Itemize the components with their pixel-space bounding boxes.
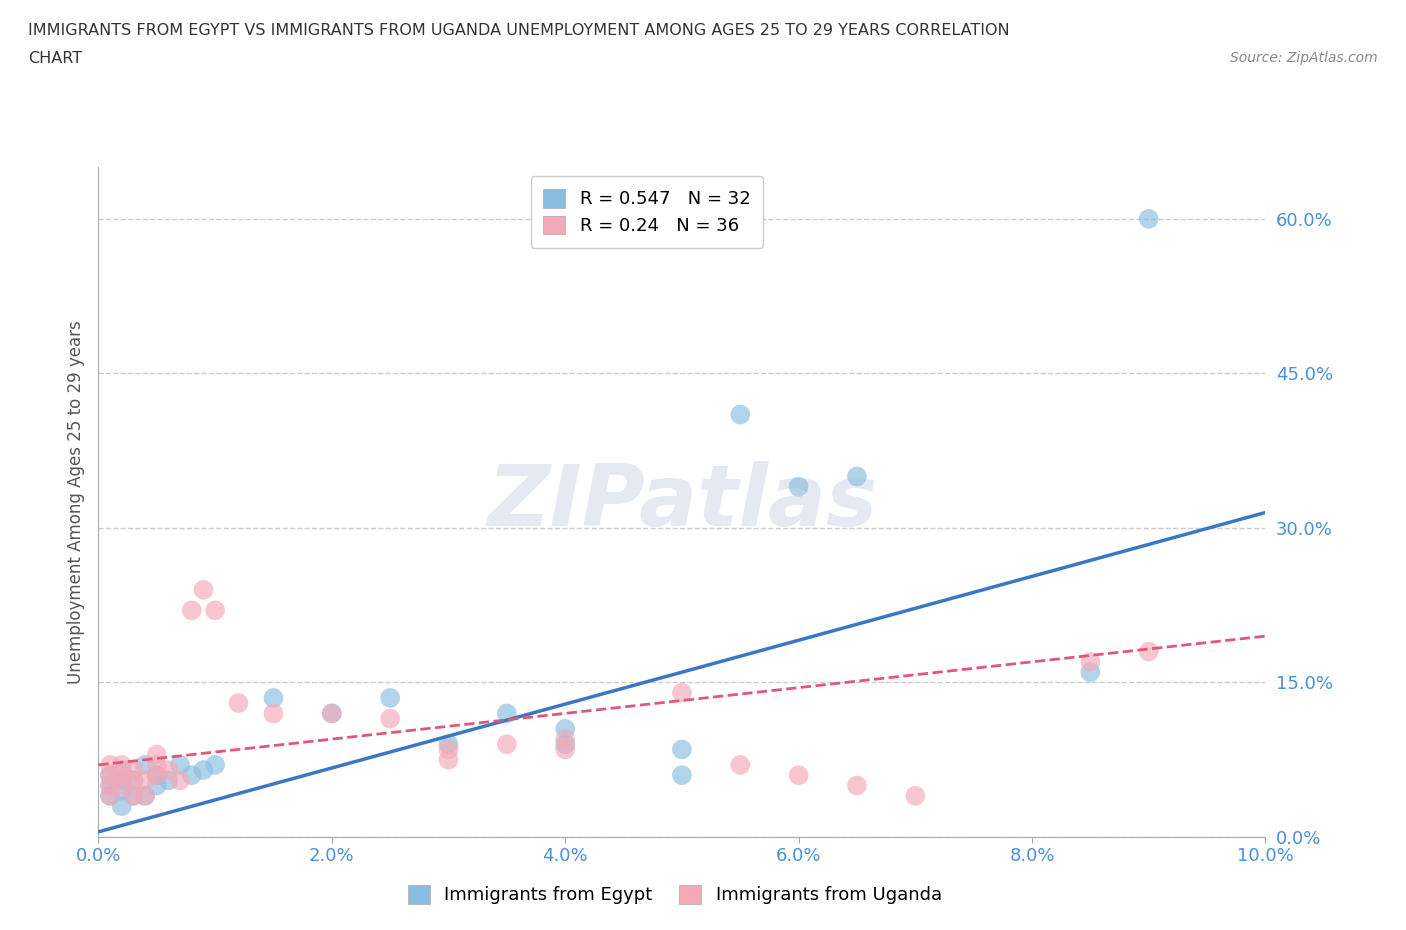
Legend: Immigrants from Egypt, Immigrants from Uganda: Immigrants from Egypt, Immigrants from U… (401, 878, 949, 911)
Point (98, 789, 121, 804)
Point (671, 768, 693, 783)
Point (122, 763, 145, 777)
Point (554, 737, 576, 751)
Text: ZIPatlas: ZIPatlas (486, 460, 877, 544)
Point (193, 582, 215, 597)
Point (134, 789, 156, 804)
Point (111, 773, 134, 788)
Point (169, 773, 191, 788)
Point (180, 768, 202, 783)
Text: CHART: CHART (28, 51, 82, 66)
Point (437, 752, 460, 767)
Legend: R = 0.547   N = 32, R = 0.24   N = 36: R = 0.547 N = 32, R = 0.24 N = 36 (531, 177, 763, 247)
Point (437, 742, 460, 757)
Point (98, 789, 121, 804)
Point (122, 789, 145, 804)
Point (134, 757, 156, 772)
Point (728, 407, 751, 422)
Point (262, 690, 284, 705)
Point (157, 773, 180, 788)
Point (111, 763, 134, 777)
Point (111, 799, 134, 814)
Point (1137, 644, 1160, 659)
Point (111, 783, 134, 798)
Point (180, 603, 202, 618)
Point (146, 747, 169, 762)
Point (146, 757, 169, 772)
Y-axis label: Unemployment Among Ages 25 to 29 years: Unemployment Among Ages 25 to 29 years (66, 320, 84, 684)
Point (169, 757, 191, 772)
Point (378, 711, 402, 726)
Point (98, 768, 121, 783)
Point (193, 763, 215, 777)
Point (122, 773, 145, 788)
Point (146, 768, 169, 783)
Point (122, 789, 145, 804)
Point (437, 737, 460, 751)
Point (554, 722, 576, 737)
Point (1080, 665, 1102, 680)
Point (671, 685, 693, 700)
Point (554, 732, 576, 747)
Point (98, 757, 121, 772)
Point (134, 789, 156, 804)
Point (321, 706, 343, 721)
Point (378, 690, 402, 705)
Point (111, 757, 134, 772)
Point (228, 696, 250, 711)
Text: IMMIGRANTS FROM EGYPT VS IMMIGRANTS FROM UGANDA UNEMPLOYMENT AMONG AGES 25 TO 29: IMMIGRANTS FROM EGYPT VS IMMIGRANTS FROM… (28, 23, 1010, 38)
Point (157, 763, 180, 777)
Point (495, 706, 517, 721)
Point (787, 768, 810, 783)
Point (122, 773, 145, 788)
Point (904, 789, 927, 804)
Point (204, 603, 226, 618)
Point (111, 768, 134, 783)
Point (1080, 655, 1102, 670)
Point (134, 773, 156, 788)
Point (98, 768, 121, 783)
Point (787, 479, 810, 494)
Point (204, 757, 226, 772)
Point (98, 778, 121, 793)
Point (111, 778, 134, 793)
Point (554, 742, 576, 757)
Point (146, 768, 169, 783)
Point (262, 706, 284, 721)
Point (321, 706, 343, 721)
Point (146, 778, 169, 793)
Point (1137, 211, 1160, 226)
Point (98, 778, 121, 793)
Point (845, 469, 868, 484)
Point (845, 778, 868, 793)
Point (495, 737, 517, 751)
Point (671, 742, 693, 757)
Point (728, 757, 751, 772)
Text: Source: ZipAtlas.com: Source: ZipAtlas.com (1230, 51, 1378, 65)
